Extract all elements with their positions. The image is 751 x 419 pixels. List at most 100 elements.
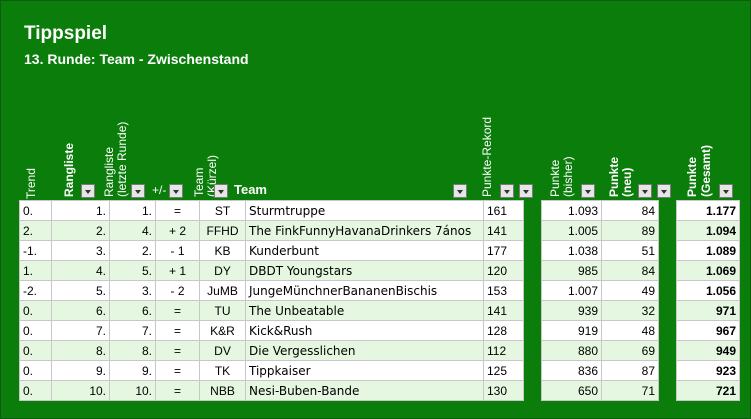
cell-bisher[interactable]: 836 — [541, 360, 602, 381]
cell-gap[interactable] — [523, 320, 542, 341]
cell-team[interactable]: Tippkaiser — [245, 360, 484, 381]
cell-neu[interactable]: 48 — [601, 320, 659, 341]
cell-rekord[interactable]: 153 — [483, 280, 524, 301]
cell-rangliste[interactable]: 5. — [51, 280, 110, 301]
cell-rangliste-last[interactable]: 3. — [109, 280, 156, 301]
table-row[interactable]: -1. 3. 2. - 1 KB Kunderbunt 177 1.038 51 1.089 — [19, 240, 740, 261]
cell-gap[interactable] — [658, 300, 677, 321]
cell-gap[interactable] — [523, 340, 542, 361]
table-row[interactable]: 0. 6. 6. = TU The Unbeatable 141 939 32 971 — [19, 300, 740, 321]
cell-neu[interactable]: 84 — [601, 200, 659, 221]
cell-rangliste[interactable]: 1. — [51, 200, 110, 221]
cell-trend[interactable]: 0. — [19, 360, 52, 381]
filter-dropdown-blank-2[interactable] — [657, 184, 671, 198]
cell-neu[interactable]: 49 — [601, 280, 659, 301]
cell-neu[interactable]: 51 — [601, 240, 659, 261]
cell-team-short[interactable]: KB — [199, 240, 246, 261]
table-row[interactable]: 0. 1. 1. = ST Sturmtruppe 161 1.093 84 1.177 — [19, 200, 740, 221]
filter-dropdown-blank[interactable] — [519, 184, 533, 198]
cell-bisher[interactable]: 1.005 — [541, 220, 602, 241]
cell-rangliste-last[interactable]: 6. — [109, 300, 156, 321]
cell-gap[interactable] — [658, 240, 677, 261]
cell-bisher[interactable]: 880 — [541, 340, 602, 361]
filter-dropdown-neu[interactable] — [638, 184, 652, 198]
table-row[interactable]: 2. 2. 4. + 2 FFHD The FinkFunnyHavanaDrinkers… — [19, 220, 740, 241]
table-row[interactable]: 0. 7. 7. = K&R Kick&Rush 128 919 48 967 — [19, 320, 740, 341]
cell-team[interactable]: Sturmtruppe — [245, 200, 484, 221]
cell-gap[interactable] — [523, 220, 542, 241]
filter-dropdown-plusminus[interactable] — [169, 184, 183, 198]
cell-team-short[interactable]: DV — [199, 340, 246, 361]
cell-gap[interactable] — [658, 260, 677, 281]
cell-bisher[interactable]: 1.093 — [541, 200, 602, 221]
cell-rangliste[interactable]: 8. — [51, 340, 110, 361]
table-row[interactable]: -2. 5. 3. - 2 JuMB JungeMünchnerBananenBischi… — [19, 280, 740, 301]
cell-team[interactable]: Nesi-Buben-Bande — [245, 380, 484, 401]
cell-team-short[interactable]: JuMB — [199, 280, 246, 301]
filter-dropdown-rangliste[interactable] — [81, 184, 95, 198]
cell-gesamt[interactable]: 721 — [676, 380, 740, 401]
cell-trend[interactable]: 2. — [19, 220, 52, 241]
cell-gap[interactable] — [523, 240, 542, 261]
cell-neu[interactable]: 32 — [601, 300, 659, 321]
cell-rangliste-last[interactable]: 4. — [109, 220, 156, 241]
cell-rangliste-last[interactable]: 10. — [109, 380, 156, 401]
cell-gap[interactable] — [658, 340, 677, 361]
cell-gap[interactable] — [658, 380, 677, 401]
cell-team[interactable]: Kunderbunt — [245, 240, 484, 261]
cell-neu[interactable]: 89 — [601, 220, 659, 241]
cell-team-short[interactable]: TU — [199, 300, 246, 321]
cell-bisher[interactable]: 650 — [541, 380, 602, 401]
cell-plusminus[interactable]: = — [155, 200, 200, 221]
cell-gap[interactable] — [658, 220, 677, 241]
cell-gap[interactable] — [523, 300, 542, 321]
cell-rangliste[interactable]: 3. — [51, 240, 110, 261]
table-row[interactable]: 0. 8. 8. = DV Die Vergesslichen 112 880 69 949 — [19, 340, 740, 361]
cell-gap[interactable] — [523, 280, 542, 301]
filter-dropdown-bisher[interactable] — [581, 184, 595, 198]
cell-gesamt[interactable]: 1.069 — [676, 260, 740, 281]
cell-gap[interactable] — [523, 380, 542, 401]
cell-plusminus[interactable]: = — [155, 300, 200, 321]
cell-neu[interactable]: 87 — [601, 360, 659, 381]
cell-trend[interactable]: 1. — [19, 260, 52, 281]
cell-team[interactable]: JungeMünchnerBananenBischis — [245, 280, 484, 301]
cell-rekord[interactable]: 130 — [483, 380, 524, 401]
filter-dropdown-team-short[interactable] — [214, 184, 228, 198]
table-row[interactable]: 0. 10. 10. = NBB Nesi-Buben-Bande 130 650 71 721 — [19, 380, 740, 401]
cell-gesamt[interactable]: 949 — [676, 340, 740, 361]
cell-gap[interactable] — [523, 200, 542, 221]
cell-team-short[interactable]: TK — [199, 360, 246, 381]
cell-gap[interactable] — [658, 320, 677, 341]
cell-rangliste-last[interactable]: 1. — [109, 200, 156, 221]
cell-plusminus[interactable]: = — [155, 380, 200, 401]
cell-bisher[interactable]: 1.038 — [541, 240, 602, 261]
cell-gap[interactable] — [523, 260, 542, 281]
cell-team[interactable]: The FinkFunnyHavanaDrinkers 7ános — [245, 220, 484, 241]
cell-neu[interactable]: 84 — [601, 260, 659, 281]
cell-gesamt[interactable]: 1.177 — [676, 200, 740, 221]
cell-trend[interactable]: -1. — [19, 240, 52, 261]
cell-rangliste-last[interactable]: 9. — [109, 360, 156, 381]
cell-gesamt[interactable]: 1.094 — [676, 220, 740, 241]
filter-dropdown-rekord[interactable] — [500, 184, 514, 198]
cell-team[interactable]: Kick&Rush — [245, 320, 484, 341]
cell-bisher[interactable]: 985 — [541, 260, 602, 281]
cell-rangliste[interactable]: 2. — [51, 220, 110, 241]
cell-trend[interactable]: 0. — [19, 340, 52, 361]
cell-plusminus[interactable]: + 2 — [155, 220, 200, 241]
cell-gap[interactable] — [658, 200, 677, 221]
cell-gap[interactable] — [523, 360, 542, 381]
cell-neu[interactable]: 69 — [601, 340, 659, 361]
filter-dropdown-rangliste-last[interactable] — [131, 184, 145, 198]
cell-rangliste[interactable]: 10. — [51, 380, 110, 401]
cell-rekord[interactable]: 120 — [483, 260, 524, 281]
cell-team[interactable]: Die Vergesslichen — [245, 340, 484, 361]
cell-rekord[interactable]: 141 — [483, 220, 524, 241]
cell-gesamt[interactable]: 971 — [676, 300, 740, 321]
cell-rekord[interactable]: 125 — [483, 360, 524, 381]
cell-gap[interactable] — [658, 280, 677, 301]
cell-rekord[interactable]: 161 — [483, 200, 524, 221]
cell-rangliste[interactable]: 6. — [51, 300, 110, 321]
cell-gesamt[interactable]: 1.056 — [676, 280, 740, 301]
